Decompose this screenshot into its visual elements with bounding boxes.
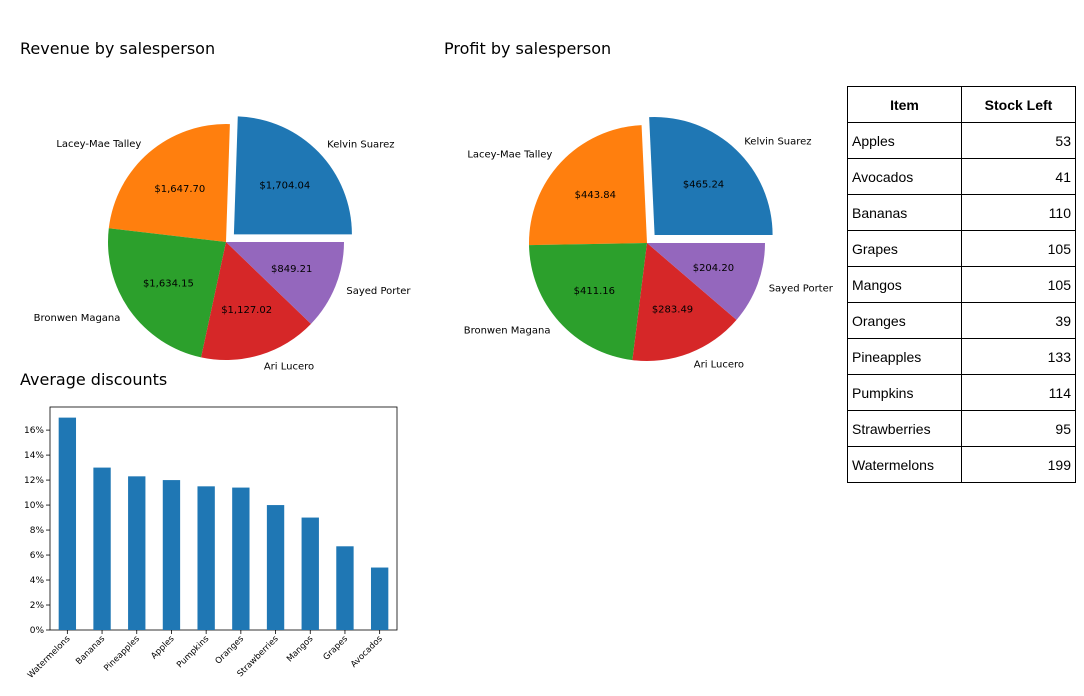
revenue-slice [108, 124, 230, 242]
item-cell: Watermelons [847, 446, 962, 483]
plot-frame [49, 406, 398, 631]
x-tick-label: Pumpkins [175, 634, 212, 671]
table-row: Oranges 39 [847, 302, 1076, 339]
stock-left-cell: 41 [961, 158, 1076, 195]
x-tick-label: Grapes [322, 634, 351, 663]
y-tick-label: 0% [30, 626, 45, 636]
revenue-value-label: $1,634.15 [143, 279, 194, 290]
item-cell: Apples [847, 122, 962, 159]
profit-name-label: Kelvin Suarez [744, 137, 811, 148]
profit-name-label: Bronwen Magana [464, 325, 551, 336]
discount-bar-chart: 0% 2% 4% 6% 8% 10% 12% 14% 16% Watermelons Bananas… [24, 406, 398, 681]
item-cell: Oranges [847, 302, 962, 339]
revenue-value-label: $1,647.70 [154, 184, 205, 195]
profit-value-label: $411.16 [574, 286, 615, 297]
table-row: Pumpkins 114 [847, 374, 1076, 411]
y-tick-label: 4% [30, 576, 45, 586]
bar [370, 567, 389, 630]
profit-value-label: $204.20 [693, 263, 734, 274]
table-row: Mangos 105 [847, 266, 1076, 303]
profit-slice [529, 125, 647, 246]
bar [162, 480, 181, 630]
stock-left-cell: 39 [961, 302, 1076, 339]
table-row: Watermelons 199 [847, 446, 1076, 483]
item-cell: Avocados [847, 158, 962, 195]
revenue-value-label: $1,127.02 [221, 305, 272, 316]
profit-slice [632, 243, 737, 361]
column-header-stock-left: Stock Left [961, 86, 1076, 123]
table-header-row: Item Stock Left [847, 86, 1076, 123]
table-row: Strawberries 95 [847, 410, 1076, 447]
profit-value-label: $283.49 [652, 305, 693, 316]
bar [197, 486, 215, 630]
item-cell: Mangos [847, 266, 962, 303]
revenue-name-label: Kelvin Suarez [327, 140, 394, 151]
y-tick-label: 6% [30, 551, 45, 561]
profit-slice [647, 243, 765, 320]
profit-pie-chart: $465.24 Kelvin Suarez $443.84 Lacey-Mae Tal… [464, 117, 834, 371]
revenue-pie-chart: $1,704.04 Kelvin Suarez $1,647.70 Lacey-Mae… [34, 116, 411, 373]
y-tick-label: 8% [30, 526, 45, 536]
y-tick-label: 10% [24, 501, 44, 511]
y-tick-label: 12% [24, 476, 44, 486]
table-row: Grapes 105 [847, 230, 1076, 267]
revenue-slice [108, 228, 226, 358]
stock-left-cell: 95 [961, 410, 1076, 447]
stock-left-cell: 105 [961, 230, 1076, 267]
stock-left-cell: 53 [961, 122, 1076, 159]
bar [301, 517, 319, 630]
x-tick-label: Bananas [74, 634, 107, 667]
bar [266, 505, 285, 630]
table-row: Avocados 41 [847, 158, 1076, 195]
profit-value-label: $443.84 [575, 190, 616, 201]
item-cell: Pumpkins [847, 374, 962, 411]
bar [93, 467, 111, 630]
bar [128, 476, 146, 630]
x-tick-label: Oranges [214, 634, 247, 667]
stock-left-cell: 114 [961, 374, 1076, 411]
stock-table: Item Stock Left Apples 53 Avocados 41 Banana… [847, 86, 1076, 483]
stock-left-cell: 110 [961, 194, 1076, 231]
column-header-item: Item [847, 86, 962, 123]
item-cell: Bananas [847, 194, 962, 231]
x-tick-label: Avocados [349, 634, 385, 670]
stock-left-cell: 105 [961, 266, 1076, 303]
revenue-slice [233, 116, 352, 235]
revenue-slice [201, 242, 312, 360]
item-cell: Pineapples [847, 338, 962, 375]
profit-slice [649, 117, 773, 236]
stock-left-cell: 199 [961, 446, 1076, 483]
item-cell: Strawberries [847, 410, 962, 447]
table-row: Bananas 110 [847, 194, 1076, 231]
revenue-name-label: Lacey-Mae Talley [56, 139, 141, 150]
revenue-value-label: $849.21 [271, 264, 312, 275]
bar [336, 546, 354, 630]
x-tick-label: Apples [149, 634, 177, 662]
stock-left-cell: 133 [961, 338, 1076, 375]
bar [58, 417, 77, 630]
profit-chart-title: Profit by salesperson [444, 39, 612, 58]
table-row: Apples 53 [847, 122, 1076, 159]
profit-name-label: Lacey-Mae Talley [467, 150, 552, 161]
revenue-name-label: Bronwen Magana [34, 313, 121, 324]
profit-name-label: Ari Lucero [694, 360, 744, 371]
x-tick-label: Pineapples [102, 634, 142, 674]
revenue-name-label: Ari Lucero [264, 362, 314, 373]
item-cell: Grapes [847, 230, 962, 267]
x-tick-label: Mangos [285, 634, 316, 665]
bar [232, 487, 250, 630]
revenue-name-label: Sayed Porter [346, 286, 411, 297]
revenue-value-label: $1,704.04 [259, 181, 310, 192]
x-tick-label: Watermelons [26, 634, 73, 681]
table-row: Pineapples 133 [847, 338, 1076, 375]
y-tick-label: 16% [24, 426, 44, 436]
revenue-slice [226, 242, 344, 324]
y-tick-label: 14% [24, 451, 44, 461]
profit-slice [529, 243, 647, 361]
y-tick-label: 2% [30, 601, 45, 611]
discount-chart-title: Average discounts [20, 370, 168, 389]
profit-name-label: Sayed Porter [769, 284, 834, 295]
profit-value-label: $465.24 [683, 179, 724, 190]
revenue-chart-title: Revenue by salesperson [20, 39, 216, 58]
